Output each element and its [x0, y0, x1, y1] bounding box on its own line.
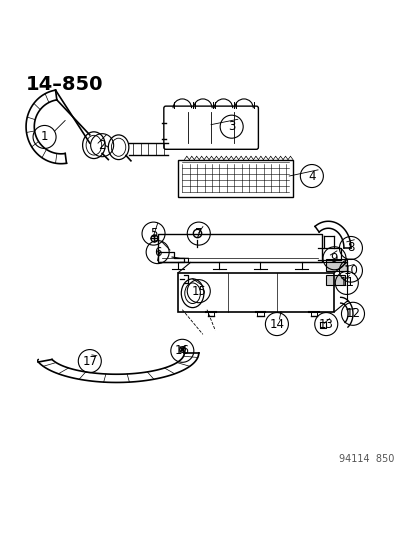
Text: 17: 17	[82, 354, 97, 368]
Text: 13: 13	[318, 318, 333, 330]
Text: 94114  850: 94114 850	[338, 454, 393, 464]
Text: 14–850: 14–850	[26, 75, 103, 94]
Text: 6: 6	[154, 246, 161, 259]
Text: 16: 16	[174, 344, 190, 357]
Bar	[325, 259, 346, 271]
Text: 8: 8	[347, 241, 354, 254]
Text: 7: 7	[195, 227, 202, 240]
Text: 12: 12	[345, 308, 360, 320]
Text: 15: 15	[191, 285, 206, 297]
Text: 11: 11	[339, 277, 354, 289]
Text: 2: 2	[98, 139, 106, 152]
Text: 9: 9	[330, 252, 337, 265]
Text: 3: 3	[228, 120, 235, 133]
Bar	[178, 159, 293, 197]
Text: 1: 1	[41, 131, 48, 143]
Text: 10: 10	[343, 264, 358, 277]
Bar	[325, 274, 344, 285]
Bar	[157, 233, 321, 262]
Bar	[178, 273, 334, 312]
Text: 14: 14	[269, 318, 284, 330]
Text: 5: 5	[150, 227, 157, 240]
Text: 4: 4	[307, 169, 315, 182]
